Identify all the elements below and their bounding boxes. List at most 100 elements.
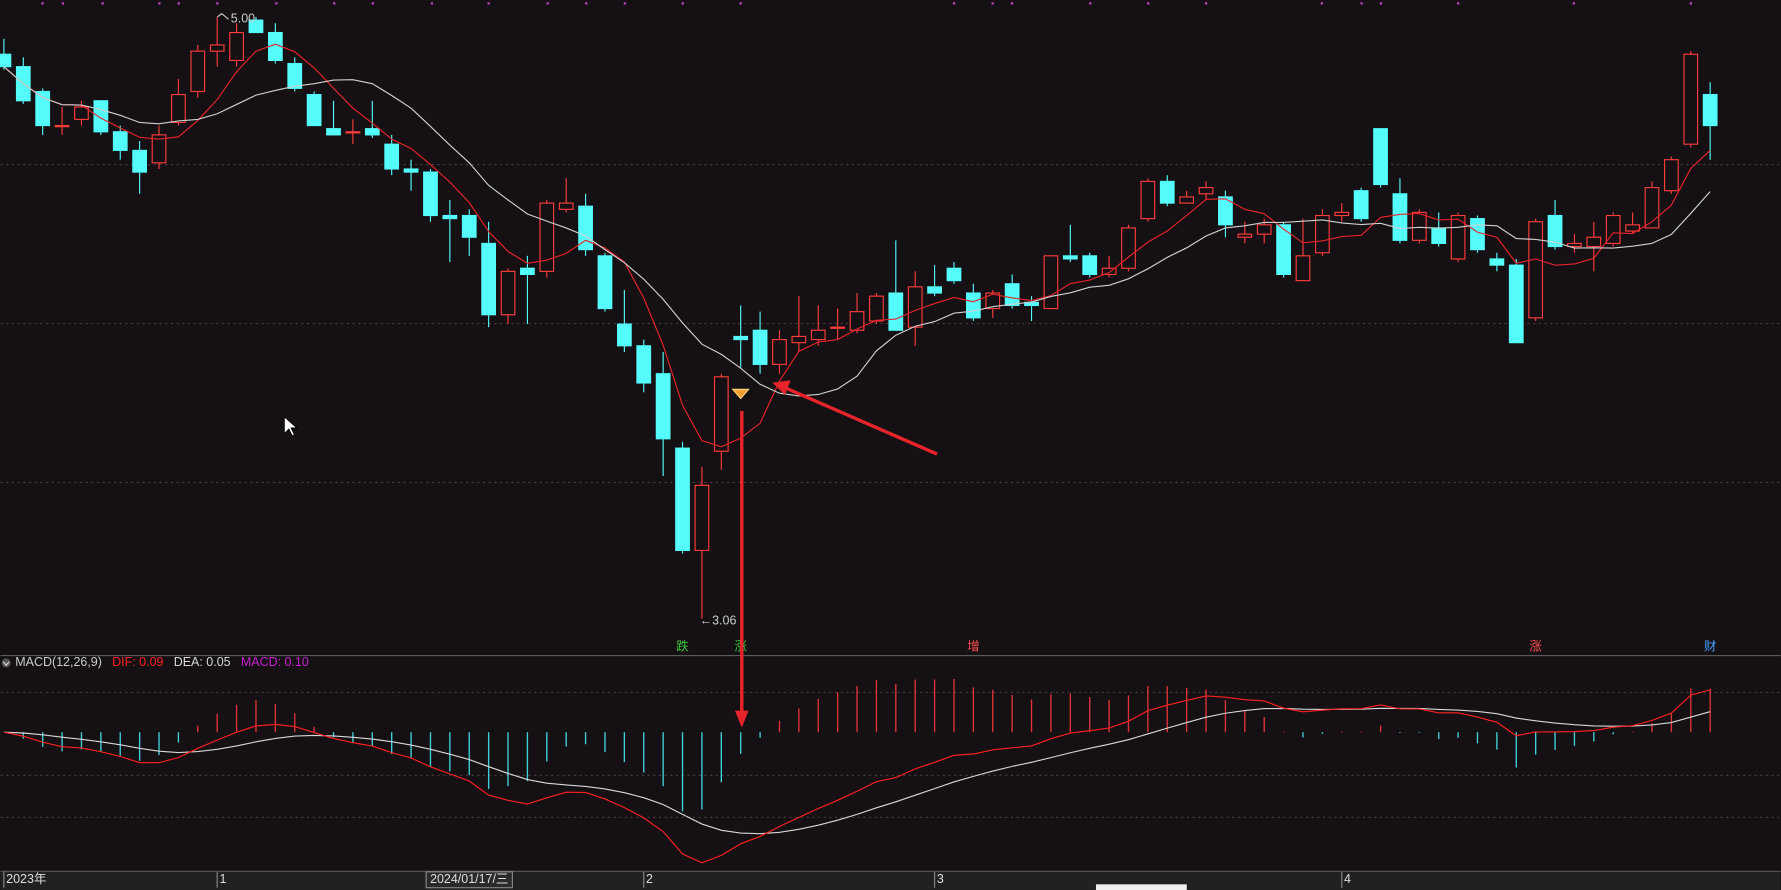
candle-body [752,329,768,365]
top-marker [546,2,549,5]
scrollbar[interactable] [1095,884,1187,890]
candle-body [1179,196,1195,204]
top-marker [1360,2,1363,5]
candle-body [461,214,477,238]
x-tick-label: 2023年 [6,872,46,886]
candle-body [1256,224,1272,235]
candle-body [1625,224,1640,232]
candle-body [1644,187,1660,229]
candle-body [655,373,671,440]
candle-body [927,286,942,294]
candle-body [287,62,303,89]
annotation-arrow [785,386,938,456]
candle-body [1683,53,1699,145]
candle-body [35,90,51,127]
top-marker [1689,2,1692,5]
annotations [283,380,938,728]
low-label: ←3.06 [700,613,737,627]
candle-body [1062,255,1078,260]
candle-body [209,44,225,52]
candle-body [830,326,846,329]
top-marker [41,2,44,5]
event-label: 涨 [1529,638,1542,653]
candle-body [442,214,458,220]
top-marker [1379,2,1383,5]
mouse-cursor [283,415,298,437]
candle-body [772,338,787,365]
candle-body [558,202,574,210]
candle-body [946,267,962,282]
panel-toggle-icon [2,661,10,667]
candle-body [1392,193,1408,241]
candle-body [364,128,380,136]
dea-label: DEA: 0.05 [174,655,231,669]
candle-body [636,345,652,384]
candle-body [1353,190,1369,220]
dif-label: DIF: 0.09 [112,655,163,669]
candle-body [1004,283,1020,307]
candle-body [694,484,710,552]
top-marker [177,2,180,5]
event-label: 跌 [676,638,689,653]
top-marker [101,2,104,5]
candle-body [810,329,826,341]
candle-body [849,311,865,331]
candle-body [1547,214,1563,248]
signal-icon [731,388,750,400]
candle-body [1431,227,1447,244]
candle-body [190,50,206,93]
candle-body [869,295,884,322]
top-marker [1089,2,1092,5]
candle-body [520,267,535,276]
top-marker [487,2,490,5]
candle-body [151,134,167,164]
candle-body [1664,159,1679,192]
candle-body [1043,255,1059,310]
top-marker [623,2,626,5]
candle-body [616,323,632,347]
candle-body [306,93,322,127]
top-marker [216,2,219,5]
top-marker [585,2,588,5]
candle-body [1508,264,1524,344]
x-tick-label: 2 [646,872,653,886]
macd-header: MACD(12,26,9) DIF: 0.09 DEA: 0.05 MACD: … [15,655,309,669]
candle-body [1159,180,1175,204]
event-label: 财 [1704,639,1716,653]
top-marker [991,2,994,5]
x-tick-label: 3 [937,872,944,886]
dif-line [3,689,1711,864]
dea-line [3,707,1711,835]
candle-body [481,242,497,316]
candle-body [1411,211,1427,241]
candle-body [888,292,904,331]
top-marker [333,2,336,5]
top-marker [1456,2,1460,5]
candle-body [1334,211,1350,217]
top-marker [952,2,956,5]
panel-toggle[interactable] [1,658,11,668]
candle-body [597,255,613,310]
candle-body [403,168,419,173]
top-marker [371,2,374,5]
macd-title: MACD(12,26,9) [15,655,102,669]
top-marker [681,2,684,5]
top-marker [1204,2,1208,5]
top-marker [1147,2,1150,5]
x-tick-label: 1 [219,872,226,886]
candle-body [345,131,361,134]
candle-body [1470,218,1485,251]
top-marker [1572,2,1576,5]
candle-body [1373,128,1388,186]
candle-body [1218,196,1233,226]
candle-body [675,447,690,552]
axis-bar [0,870,1781,890]
candle-body [1702,93,1718,127]
candle-body [93,100,109,133]
arrow-head [734,710,749,728]
candle-body [985,292,1001,310]
candle-body [1276,224,1291,276]
candle-body [791,335,807,344]
top-marker [739,2,742,5]
candle-body [112,131,128,151]
